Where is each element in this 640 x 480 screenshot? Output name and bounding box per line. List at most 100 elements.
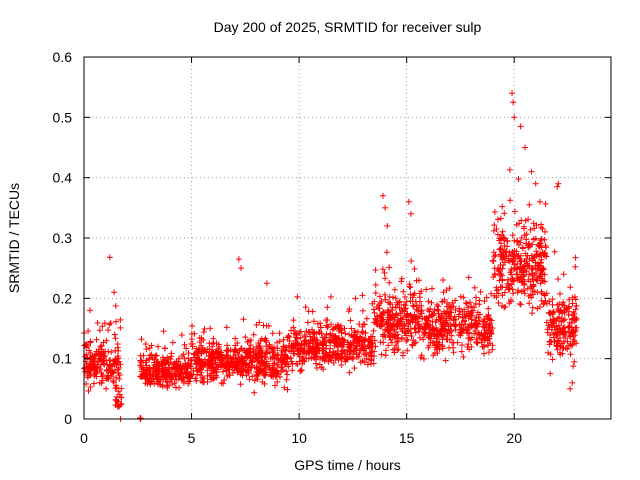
data-point [379,266,386,273]
data-point [148,351,155,358]
data-point [525,241,532,248]
data-point [117,316,124,323]
data-point [506,300,513,307]
data-point [253,344,260,351]
data-point [456,305,463,312]
data-point [103,337,110,344]
data-point [262,354,269,361]
data-point [220,380,227,387]
data-point [116,375,123,382]
data-point [341,355,348,362]
data-point [466,335,473,342]
data-point [517,263,524,270]
data-point [501,304,508,311]
data-point [297,328,304,335]
data-point [105,327,112,334]
data-point [533,251,540,258]
data-point [166,371,173,378]
data-point [334,335,341,342]
data-point [90,360,97,367]
data-point [436,313,443,320]
data-point [384,309,391,316]
data-point [483,313,490,320]
data-point [488,290,495,297]
data-point [96,379,103,386]
data-point [417,354,424,361]
data-point [494,231,501,238]
data-point [454,339,461,346]
data-point [271,382,278,389]
data-point [385,316,392,323]
data-point [481,334,488,341]
data-point [342,330,349,337]
data-point [143,346,150,353]
data-point [367,352,374,359]
data-point [114,403,121,410]
data-point [87,339,94,346]
data-point [465,274,472,281]
data-point [391,286,398,293]
data-point [360,346,367,353]
data-point [85,387,92,394]
data-point [140,365,147,372]
data-point [101,320,108,327]
data-point [541,271,548,278]
data-point [539,225,546,232]
data-point [466,313,473,320]
data-point [536,304,543,311]
data-point [497,245,504,252]
data-point [501,242,508,249]
data-point [396,323,403,330]
data-point [519,279,526,286]
data-point [573,340,580,347]
data-point [481,327,488,334]
data-point [517,274,524,281]
data-point [304,319,311,326]
data-point [402,293,409,300]
data-point [313,365,320,372]
data-point [448,309,455,316]
data-point [105,348,112,355]
data-point [162,345,169,352]
data-point [509,275,516,282]
data-point [113,384,120,391]
data-point [405,323,412,330]
data-point [359,329,366,336]
data-point [175,376,182,383]
data-point [441,326,448,333]
data-point [219,368,226,375]
data-point [316,361,323,368]
data-point [87,360,94,367]
data-point [256,371,263,378]
data-point [501,289,508,296]
data-point [443,287,450,294]
data-point [550,316,557,323]
data-point [560,271,567,278]
data-point [499,251,506,258]
data-point [332,351,339,358]
data-point [289,367,296,374]
data-point [193,371,200,378]
data-point [401,308,408,315]
data-point [564,305,571,312]
data-point [518,234,525,241]
data-point [361,359,368,366]
data-point [266,341,273,348]
y-tick-label: 0.2 [53,290,73,306]
data-point [104,361,111,368]
data-point [271,355,278,362]
data-point [302,337,309,344]
data-point [267,369,274,376]
data-point [366,337,373,344]
data-point [309,326,316,333]
data-point [270,360,277,367]
data-point [378,322,385,329]
data-point [544,326,551,333]
data-point [517,239,524,246]
data-point [393,299,400,306]
tick-labels: 0 0.1 0.2 0.3 0.4 0.5 0.6 0 5 10 15 20 [53,49,523,446]
data-point [392,304,399,311]
data-point [100,360,107,367]
data-point [198,342,205,349]
data-point [250,331,257,338]
